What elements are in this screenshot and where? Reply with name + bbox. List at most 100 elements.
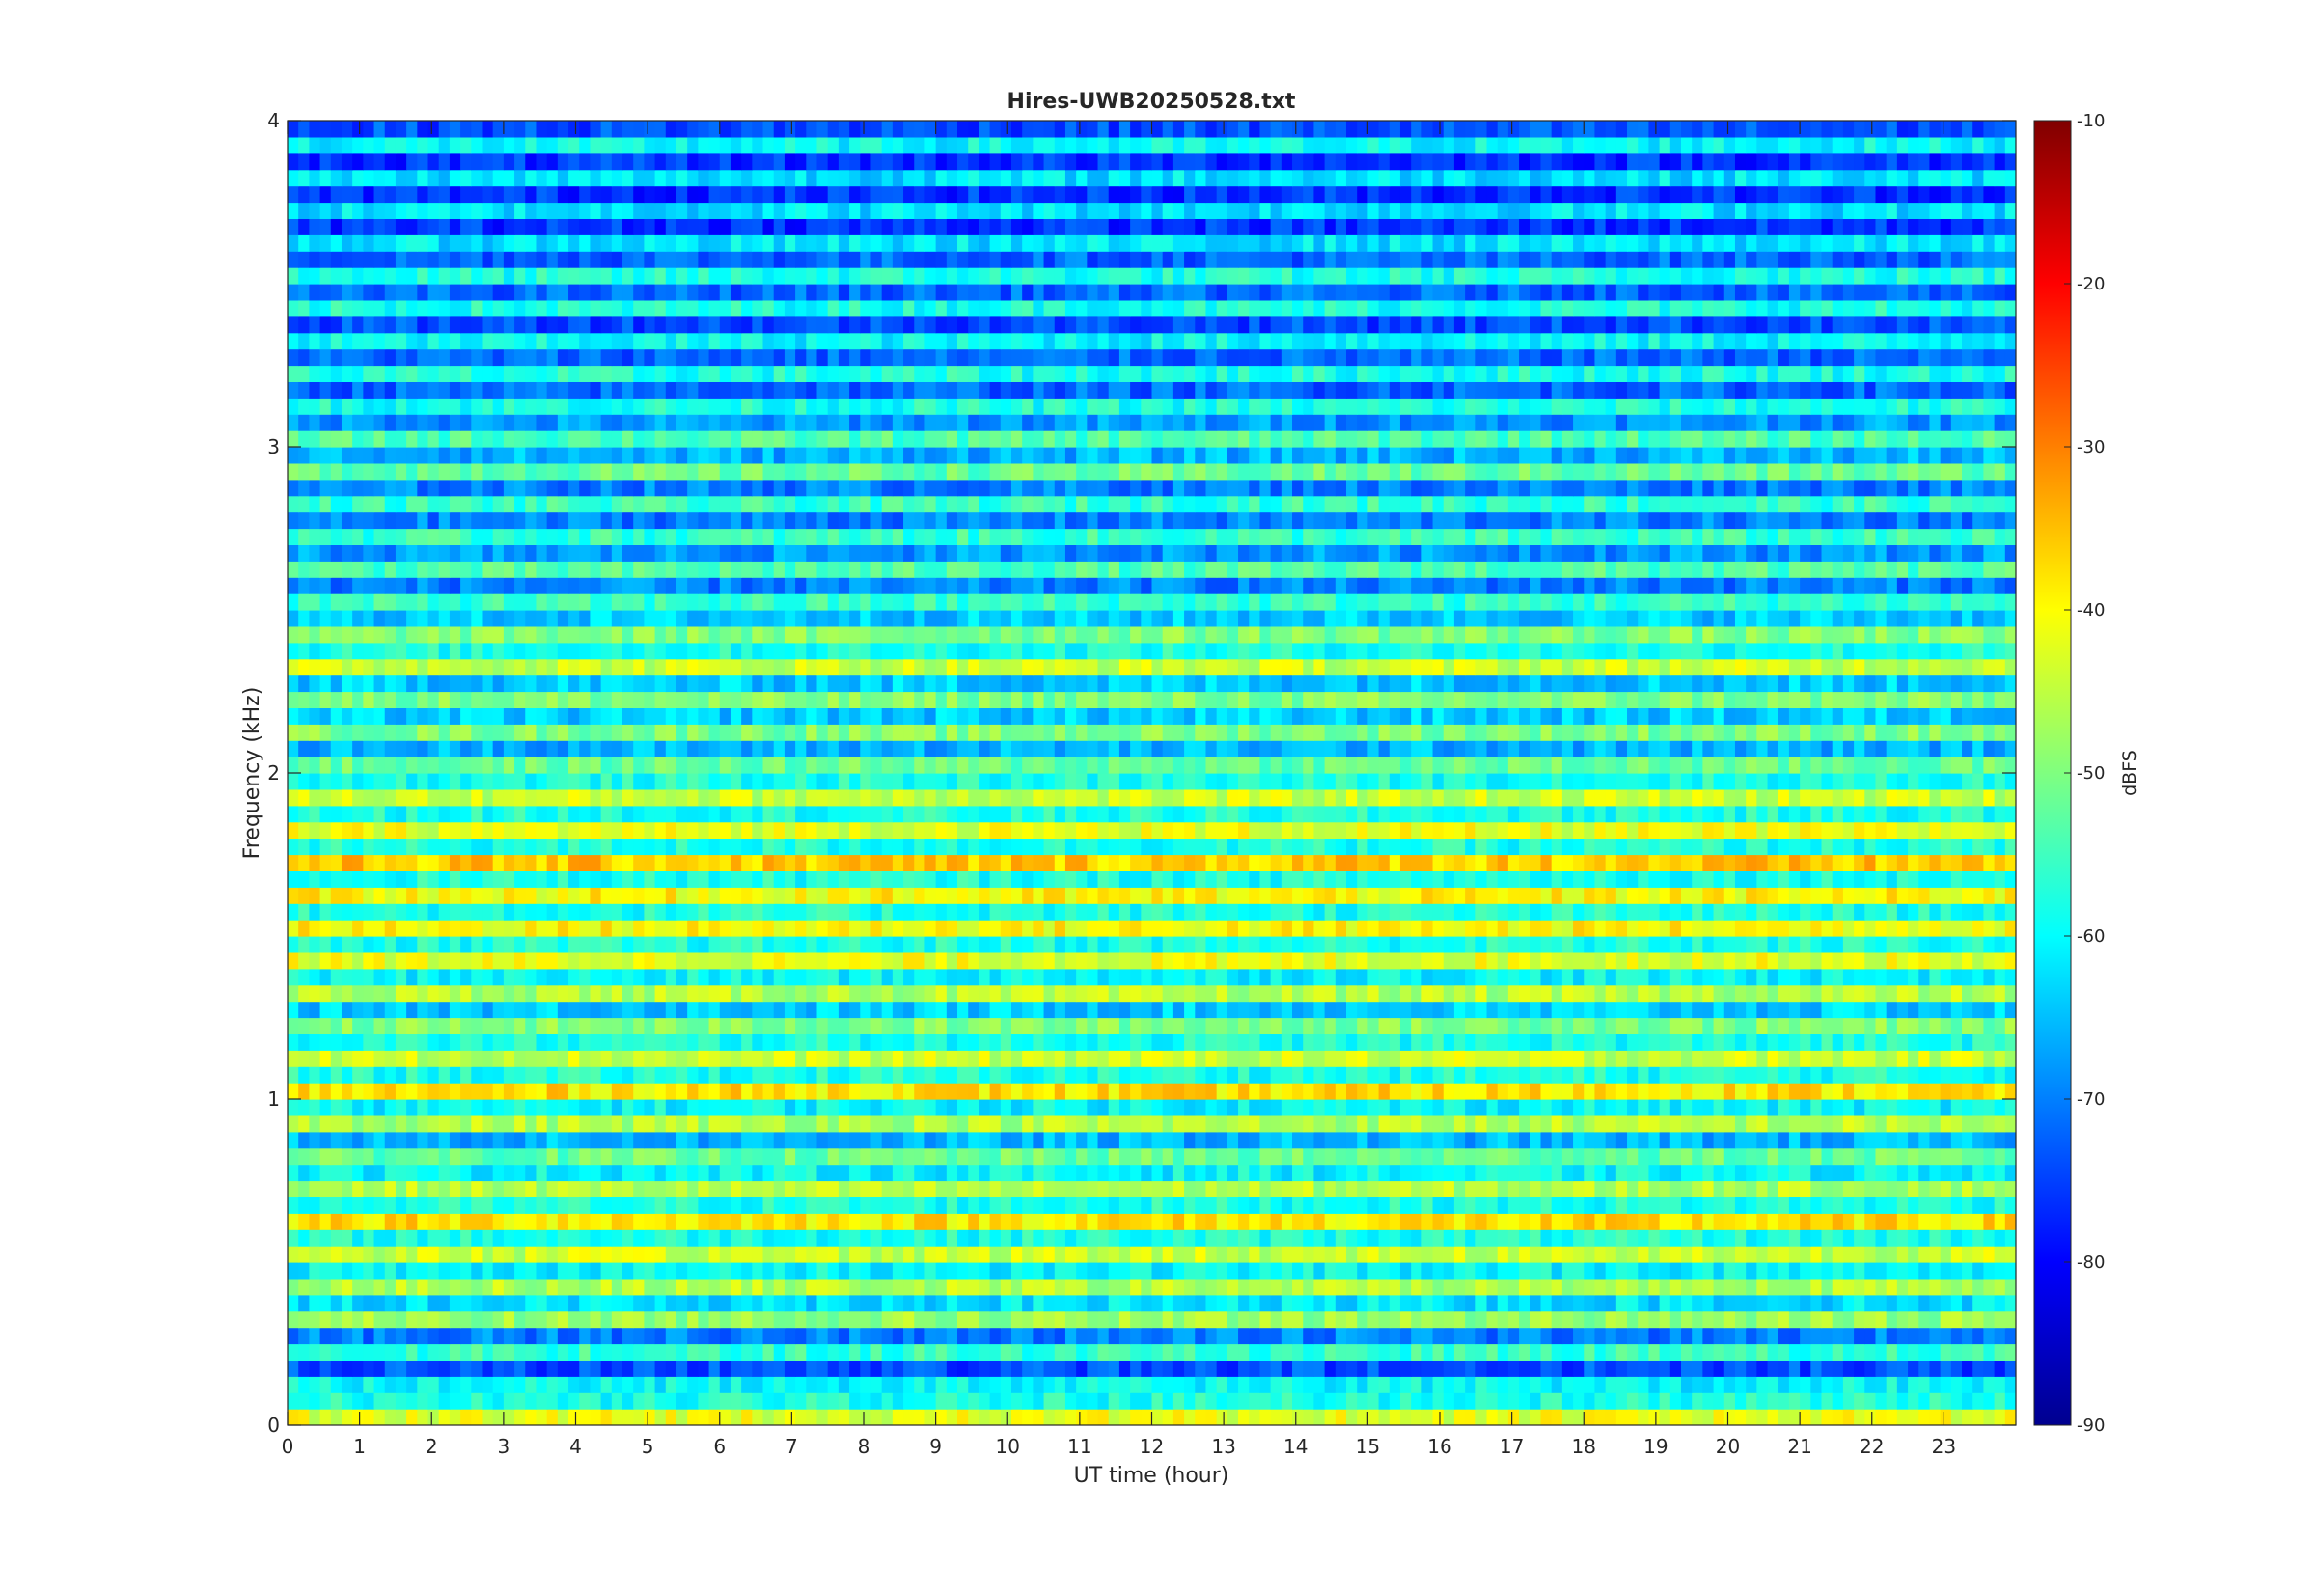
heatmap-cell (298, 1099, 310, 1116)
heatmap-cell (1778, 1066, 1790, 1084)
heatmap-cell (730, 1246, 742, 1263)
heatmap-cell (1713, 1180, 1725, 1197)
heatmap-cell (1692, 1294, 1703, 1312)
heatmap-cell (1507, 1229, 1520, 1247)
heatmap-cell (298, 1360, 310, 1377)
heatmap-cell (903, 1033, 915, 1051)
heatmap-cell (1270, 1147, 1282, 1166)
heatmap-cell (1087, 1131, 1099, 1149)
heatmap-cell (644, 1360, 656, 1377)
heatmap-cell (881, 920, 894, 937)
heatmap-cell (341, 1066, 353, 1084)
heatmap-cell (979, 1246, 991, 1263)
heatmap-cell (438, 1083, 451, 1100)
heatmap-cell (395, 1033, 407, 1051)
heatmap-cell (773, 1294, 786, 1312)
heatmap-cell (784, 1343, 796, 1361)
heatmap-cell (1118, 920, 1131, 937)
heatmap-cell (1432, 1050, 1445, 1067)
heatmap-cell (968, 1409, 979, 1425)
heatmap-cell (1594, 1327, 1607, 1345)
heatmap-cell (1680, 1164, 1693, 1182)
heatmap-cell (352, 984, 364, 1003)
heatmap-cell (1227, 1164, 1239, 1182)
heatmap-cell (536, 1180, 548, 1197)
heatmap-cell (903, 1017, 915, 1034)
heatmap-cell (1389, 1360, 1401, 1377)
heatmap-cell (514, 1392, 526, 1410)
heatmap-cell (1022, 1213, 1034, 1230)
heatmap-cell (1076, 951, 1088, 970)
heatmap-cell (1097, 1392, 1110, 1410)
heatmap-cell (1497, 1246, 1509, 1263)
heatmap-cell (373, 920, 386, 937)
heatmap-cell (341, 1197, 353, 1214)
heatmap-cell (762, 1294, 775, 1312)
heatmap-cell (622, 984, 634, 1003)
heatmap-cell (989, 1327, 1002, 1345)
heatmap-cell (1389, 1229, 1401, 1247)
heatmap-cell (741, 1131, 753, 1149)
heatmap-cell (1108, 968, 1120, 986)
heatmap-cell (1875, 1229, 1888, 1247)
heatmap-cell (1270, 1409, 1282, 1425)
heatmap-cell (1389, 1392, 1401, 1410)
heatmap-cell (1313, 1262, 1326, 1280)
heatmap-cell (622, 1262, 634, 1280)
heatmap-cell (979, 1066, 991, 1084)
heatmap-cell (1929, 1017, 1942, 1034)
heatmap-cell (979, 984, 991, 1003)
heatmap-cell (1994, 1017, 2006, 1034)
heatmap-cell (935, 1392, 948, 1410)
heatmap-cell (1702, 1310, 1715, 1329)
heatmap-cell (1141, 1409, 1153, 1425)
heatmap-cell (1313, 1376, 1326, 1393)
heatmap-cell (1443, 1147, 1455, 1166)
heatmap-cell (471, 1131, 483, 1149)
heatmap-cell (752, 1050, 764, 1067)
heatmap-cell (503, 1360, 515, 1377)
heatmap-cell (1627, 1343, 1639, 1361)
heatmap-cell (1335, 920, 1347, 937)
heatmap-cell (644, 1083, 656, 1100)
heatmap-cell (1399, 968, 1412, 986)
heatmap-cell (1778, 1164, 1790, 1182)
heatmap-cell (816, 1131, 829, 1149)
heatmap-cell (1249, 1083, 1261, 1100)
heatmap-cell (1648, 1327, 1661, 1345)
heatmap-cell (1465, 1392, 1476, 1410)
heatmap-cell (1680, 1310, 1693, 1329)
heatmap-cell (1821, 1083, 1834, 1100)
heatmap-cell (1605, 1392, 1617, 1410)
heatmap-cell (427, 1099, 440, 1116)
heatmap-cell (373, 1327, 386, 1345)
heatmap-cell (1788, 1213, 1801, 1230)
heatmap-cell (1118, 936, 1131, 953)
heatmap-cell (1043, 1050, 1056, 1067)
heatmap-cell (1497, 920, 1509, 937)
heatmap-cell (676, 1147, 688, 1166)
heatmap-cell (698, 1392, 710, 1410)
heatmap-cell (849, 936, 861, 953)
heatmap-cell (298, 1213, 310, 1230)
heatmap-cell (352, 1343, 364, 1361)
heatmap-cell (341, 1343, 353, 1361)
heatmap-cell (1723, 1294, 1736, 1312)
heatmap-cell (1573, 936, 1585, 953)
heatmap-cell (1940, 1246, 1952, 1263)
heatmap-cell (752, 1327, 764, 1345)
heatmap-cell (708, 1099, 721, 1116)
heatmap-cell (881, 1197, 894, 1214)
heatmap-cell (1864, 1229, 1877, 1247)
heatmap-cell (1918, 1310, 1931, 1329)
heatmap-cell (1842, 1327, 1855, 1345)
heatmap-cell (1303, 1066, 1314, 1084)
heatmap-cell (546, 1066, 559, 1084)
heatmap-cell (1573, 1376, 1585, 1393)
heatmap-cell (1097, 1262, 1110, 1280)
heatmap-cell (395, 1180, 407, 1197)
heatmap-cell (1950, 1164, 1963, 1182)
heatmap-cell (1195, 920, 1207, 937)
heatmap-cell (1854, 1147, 1865, 1166)
heatmap-cell (330, 1017, 343, 1034)
